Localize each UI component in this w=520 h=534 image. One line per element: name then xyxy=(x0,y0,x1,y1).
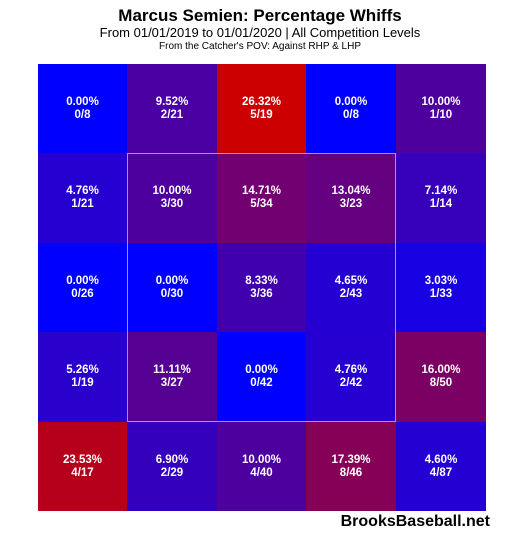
zone-cell: 16.00% 8/50 xyxy=(396,332,486,422)
zone-cell: 4.76% 1/21 xyxy=(38,153,127,243)
zone-whiff-count: 1/19 xyxy=(71,377,94,389)
zone-whiff-percentage: 4.65% xyxy=(334,274,368,287)
zone-whiff-count: 2/43 xyxy=(339,287,363,300)
zone-whiff-count: 3/27 xyxy=(160,377,184,389)
zone-whiff-count: 1/10 xyxy=(429,108,453,121)
zone-whiff-count: 0/26 xyxy=(71,287,94,300)
zone-cell: 17.39% 8/46 xyxy=(306,422,396,511)
zone-whiff-count: 3/36 xyxy=(250,287,273,300)
zone-whiff-percentage: 5.26% xyxy=(66,364,99,376)
brooksbaseball-watermark: BrooksBaseball.net xyxy=(340,513,490,530)
zone-whiff-percentage: 4.76% xyxy=(66,185,99,197)
zone-whiff-percentage: 16.00% xyxy=(421,364,461,376)
chart-subtitle: From 01/01/2019 to 01/01/2020 | All Comp… xyxy=(99,25,421,40)
zone-cell: 3.03% 1/33 xyxy=(396,243,486,332)
zone-cell: 0.00% 0/42 xyxy=(217,332,306,422)
zone-whiff-count: 2/29 xyxy=(160,466,184,479)
zone-cell: 0.00% 0/26 xyxy=(38,243,127,332)
zone-whiff-percentage: 26.32% xyxy=(241,95,281,108)
zone-whiff-percentage: 11.11% xyxy=(153,364,191,376)
zone-cell: 14.71% 5/34 xyxy=(217,153,306,243)
zone-whiff-percentage: 0.00% xyxy=(66,95,99,108)
zone-whiff-count: 0/30 xyxy=(160,287,184,300)
zone-whiff-count: 4/40 xyxy=(250,466,273,479)
heatmap-grid: 0.00% 0/8 9.52% 2/21 26.32% 5/19 0.00% 0/8 10.00… xyxy=(38,64,486,511)
zone-whiff-count: 1/14 xyxy=(429,198,453,210)
zone-whiff-percentage: 6.90% xyxy=(155,453,189,466)
zone-whiff-count: 0/8 xyxy=(343,108,359,121)
zone-cell: 10.00% 1/10 xyxy=(396,64,486,153)
zone-whiff-percentage: 3.03% xyxy=(424,274,458,287)
zone-cell: 9.52% 2/21 xyxy=(127,64,217,153)
zone-cell: 0.00% 0/8 xyxy=(306,64,396,153)
zone-whiff-percentage: 0.00% xyxy=(66,274,99,287)
zone-whiff-percentage: 8.33% xyxy=(245,274,278,287)
zone-whiff-count: 5/34 xyxy=(250,198,273,210)
zone-cell: 0.00% 0/30 xyxy=(127,243,217,332)
zone-cell: 4.60% 4/87 xyxy=(396,422,486,511)
zone-cell: 26.32% 5/19 xyxy=(217,64,306,153)
zone-cell: 10.00% 4/40 xyxy=(217,422,306,511)
zone-whiff-count: 2/21 xyxy=(160,108,184,121)
zone-cell: 7.14% 1/14 xyxy=(396,153,486,243)
zone-cell: 6.90% 2/29 xyxy=(127,422,217,511)
zone-whiff-count: 4/87 xyxy=(429,466,453,479)
zone-whiff-percentage: 14.71% xyxy=(241,185,281,197)
chart-title: Marcus Semien: Percentage Whiffs xyxy=(118,6,402,25)
chart-subtitle-pov: From the Catcher's POV: Against RHP & LH… xyxy=(159,41,361,52)
zone-whiff-percentage: 17.39% xyxy=(331,453,371,466)
zone-whiff-percentage: 4.60% xyxy=(424,453,458,466)
zone-whiff-count: 1/21 xyxy=(71,198,94,210)
zone-whiff-percentage: 13.04% xyxy=(331,185,371,197)
zone-whiff-percentage: 4.76% xyxy=(334,364,368,376)
zone-whiff-percentage: 10.00% xyxy=(152,185,192,197)
zone-whiff-count: 5/19 xyxy=(250,108,273,121)
zone-cell: 13.04% 3/23 xyxy=(306,153,396,243)
zone-whiff-percentage: 23.53% xyxy=(62,453,102,466)
zone-whiff-count: 8/46 xyxy=(339,466,363,479)
zone-whiff-percentage: 0.00% xyxy=(155,274,189,287)
zone-whiff-percentage: 10.00% xyxy=(421,95,461,108)
zone-whiff-count: 2/42 xyxy=(339,377,363,389)
zone-cell: 23.53% 4/17 xyxy=(38,422,127,511)
zone-whiff-percentage: 0.00% xyxy=(245,364,278,376)
zone-whiff-count: 3/23 xyxy=(339,198,363,210)
zone-cell: 10.00% 3/30 xyxy=(127,153,217,243)
zone-cell: 8.33% 3/36 xyxy=(217,243,306,332)
zone-whiff-percentage: 0.00% xyxy=(334,95,368,108)
zone-cell: 4.76% 2/42 xyxy=(306,332,396,422)
zone-cell: 11.11% 3/27 xyxy=(127,332,217,422)
zone-whiff-count: 3/30 xyxy=(160,198,184,210)
zone-whiff-count: 1/33 xyxy=(429,287,453,300)
zone-cell: 0.00% 0/8 xyxy=(38,64,127,153)
zone-whiff-percentage: 7.14% xyxy=(424,185,458,197)
zone-cell: 5.26% 1/19 xyxy=(38,332,127,422)
zone-whiff-count: 0/8 xyxy=(74,108,91,121)
zone-whiff-percentage: 10.00% xyxy=(241,453,281,466)
zone-cell: 4.65% 2/43 xyxy=(306,243,396,332)
zone-whiff-percentage: 9.52% xyxy=(155,95,189,108)
zone-whiff-count: 4/17 xyxy=(71,466,94,479)
zone-whiff-count: 8/50 xyxy=(429,377,453,389)
zone-whiff-count: 0/42 xyxy=(250,377,273,389)
